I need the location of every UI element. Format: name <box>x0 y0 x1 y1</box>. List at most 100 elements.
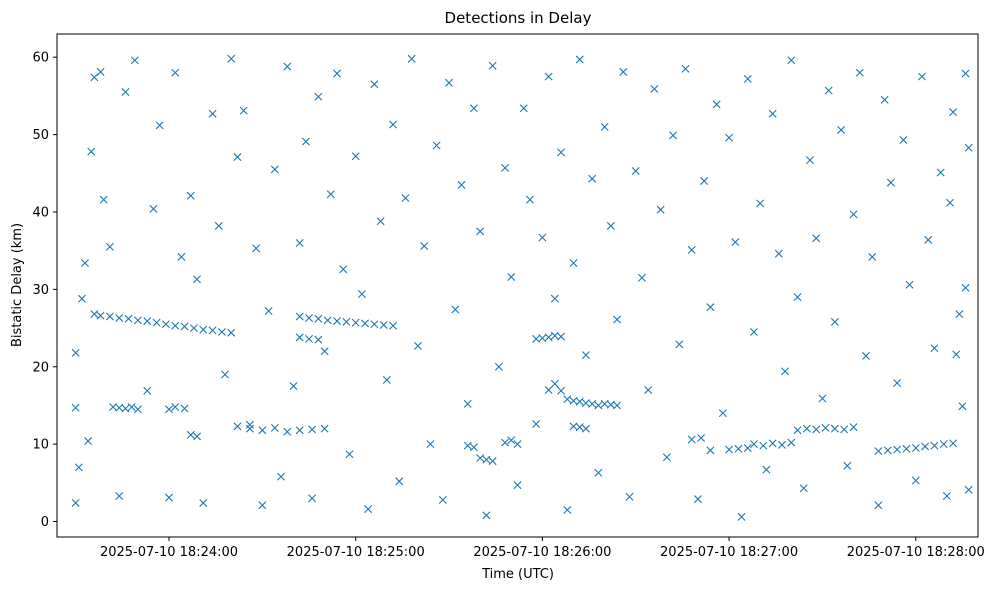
data-point-marker <box>725 445 734 454</box>
data-point-marker <box>351 318 360 327</box>
data-point-marker <box>314 92 323 101</box>
data-point-marker <box>507 436 516 445</box>
data-point-marker <box>501 163 510 172</box>
data-point-marker <box>295 426 304 435</box>
data-point-marker <box>868 252 877 261</box>
data-point-marker <box>277 472 286 481</box>
data-point-marker <box>379 320 388 329</box>
data-point-marker <box>357 290 366 299</box>
data-point-marker <box>426 440 435 449</box>
data-point-marker <box>768 109 777 118</box>
data-point-marker <box>777 440 786 449</box>
data-point-marker <box>550 379 559 388</box>
data-point-marker <box>656 205 665 214</box>
data-point-marker <box>376 217 385 226</box>
data-point-marker <box>469 443 478 452</box>
data-point-marker <box>787 438 796 447</box>
data-point-marker <box>370 320 379 329</box>
data-point-marker <box>389 120 398 129</box>
chart-title: Detections in Delay <box>445 9 592 27</box>
data-point-marker <box>155 121 164 130</box>
data-point-marker <box>513 440 522 449</box>
data-point-marker <box>930 441 939 450</box>
data-point-marker <box>239 106 248 115</box>
data-point-marker <box>958 402 967 411</box>
data-point-marker <box>221 370 230 379</box>
data-point-marker <box>270 165 279 174</box>
data-point-marker <box>382 375 391 384</box>
y-tick-label: 10 <box>32 438 49 453</box>
data-point-marker <box>812 234 821 243</box>
data-point-marker <box>227 54 236 63</box>
data-point-marker <box>830 424 839 433</box>
data-point-marker <box>840 425 849 434</box>
data-point-marker <box>557 386 566 395</box>
data-point-marker <box>252 244 261 253</box>
y-tick-label: 20 <box>32 360 49 375</box>
data-point-marker <box>918 72 926 81</box>
data-point-marker <box>227 328 236 337</box>
data-point-marker <box>787 56 796 65</box>
data-point-marker <box>482 511 491 520</box>
data-point-marker <box>793 426 802 435</box>
data-point-marker <box>186 191 195 200</box>
data-point-marker <box>793 293 802 302</box>
data-point-marker <box>557 332 566 341</box>
data-point-marker <box>407 54 416 63</box>
y-tick-label: 60 <box>32 51 49 66</box>
data-point-marker <box>843 461 852 470</box>
data-point-marker <box>90 73 99 82</box>
data-point-marker <box>749 327 758 336</box>
data-point-marker <box>308 425 317 434</box>
data-point-marker <box>84 437 93 446</box>
data-point-marker <box>756 199 765 208</box>
data-point-marker <box>725 133 734 142</box>
data-point-marker <box>544 385 553 394</box>
x-tick-label: 2025-07-10 18:27:00 <box>660 545 798 560</box>
data-point-marker <box>946 198 954 207</box>
data-point-marker <box>314 335 323 344</box>
data-point-marker <box>550 294 559 303</box>
data-point-marker <box>264 307 273 316</box>
data-point-marker <box>323 316 332 325</box>
data-point-marker <box>681 64 690 73</box>
data-point-marker <box>258 426 267 435</box>
data-point-marker <box>964 143 973 152</box>
data-point-marker <box>830 317 839 326</box>
data-point-marker <box>189 324 198 333</box>
data-point-marker <box>295 333 304 342</box>
data-point-marker <box>625 492 634 501</box>
data-point-marker <box>488 457 497 466</box>
data-point-marker <box>193 275 202 284</box>
data-point-marker <box>476 227 485 236</box>
data-point-marker <box>675 340 684 349</box>
data-point-marker <box>837 125 846 134</box>
data-point-marker <box>821 423 830 432</box>
data-point-marker <box>161 320 170 329</box>
data-point-marker <box>861 351 870 360</box>
x-tick-label: 2025-07-10 18:25:00 <box>287 545 425 560</box>
data-point-marker <box>743 444 752 452</box>
data-point-marker <box>314 314 323 323</box>
data-point-marker <box>77 294 86 303</box>
data-point-marker <box>71 498 80 507</box>
data-point-marker <box>805 156 814 165</box>
data-point-marker <box>370 80 379 89</box>
data-point-marker <box>575 397 584 406</box>
data-point-marker <box>258 501 267 510</box>
data-point-marker <box>734 444 743 453</box>
data-point-marker <box>124 314 133 323</box>
data-point-marker <box>326 190 335 199</box>
data-point-marker <box>849 423 858 432</box>
data-point-marker <box>305 334 314 343</box>
data-point-marker <box>488 61 497 70</box>
data-point-marker <box>395 477 404 486</box>
data-point-marker <box>105 242 114 251</box>
data-point-marker <box>143 386 152 395</box>
data-point-marker <box>171 68 180 77</box>
data-point-marker <box>883 446 892 455</box>
data-point-marker <box>121 404 130 413</box>
data-point-marker <box>339 265 348 274</box>
data-point-marker <box>874 501 883 510</box>
data-point-marker <box>768 439 777 448</box>
